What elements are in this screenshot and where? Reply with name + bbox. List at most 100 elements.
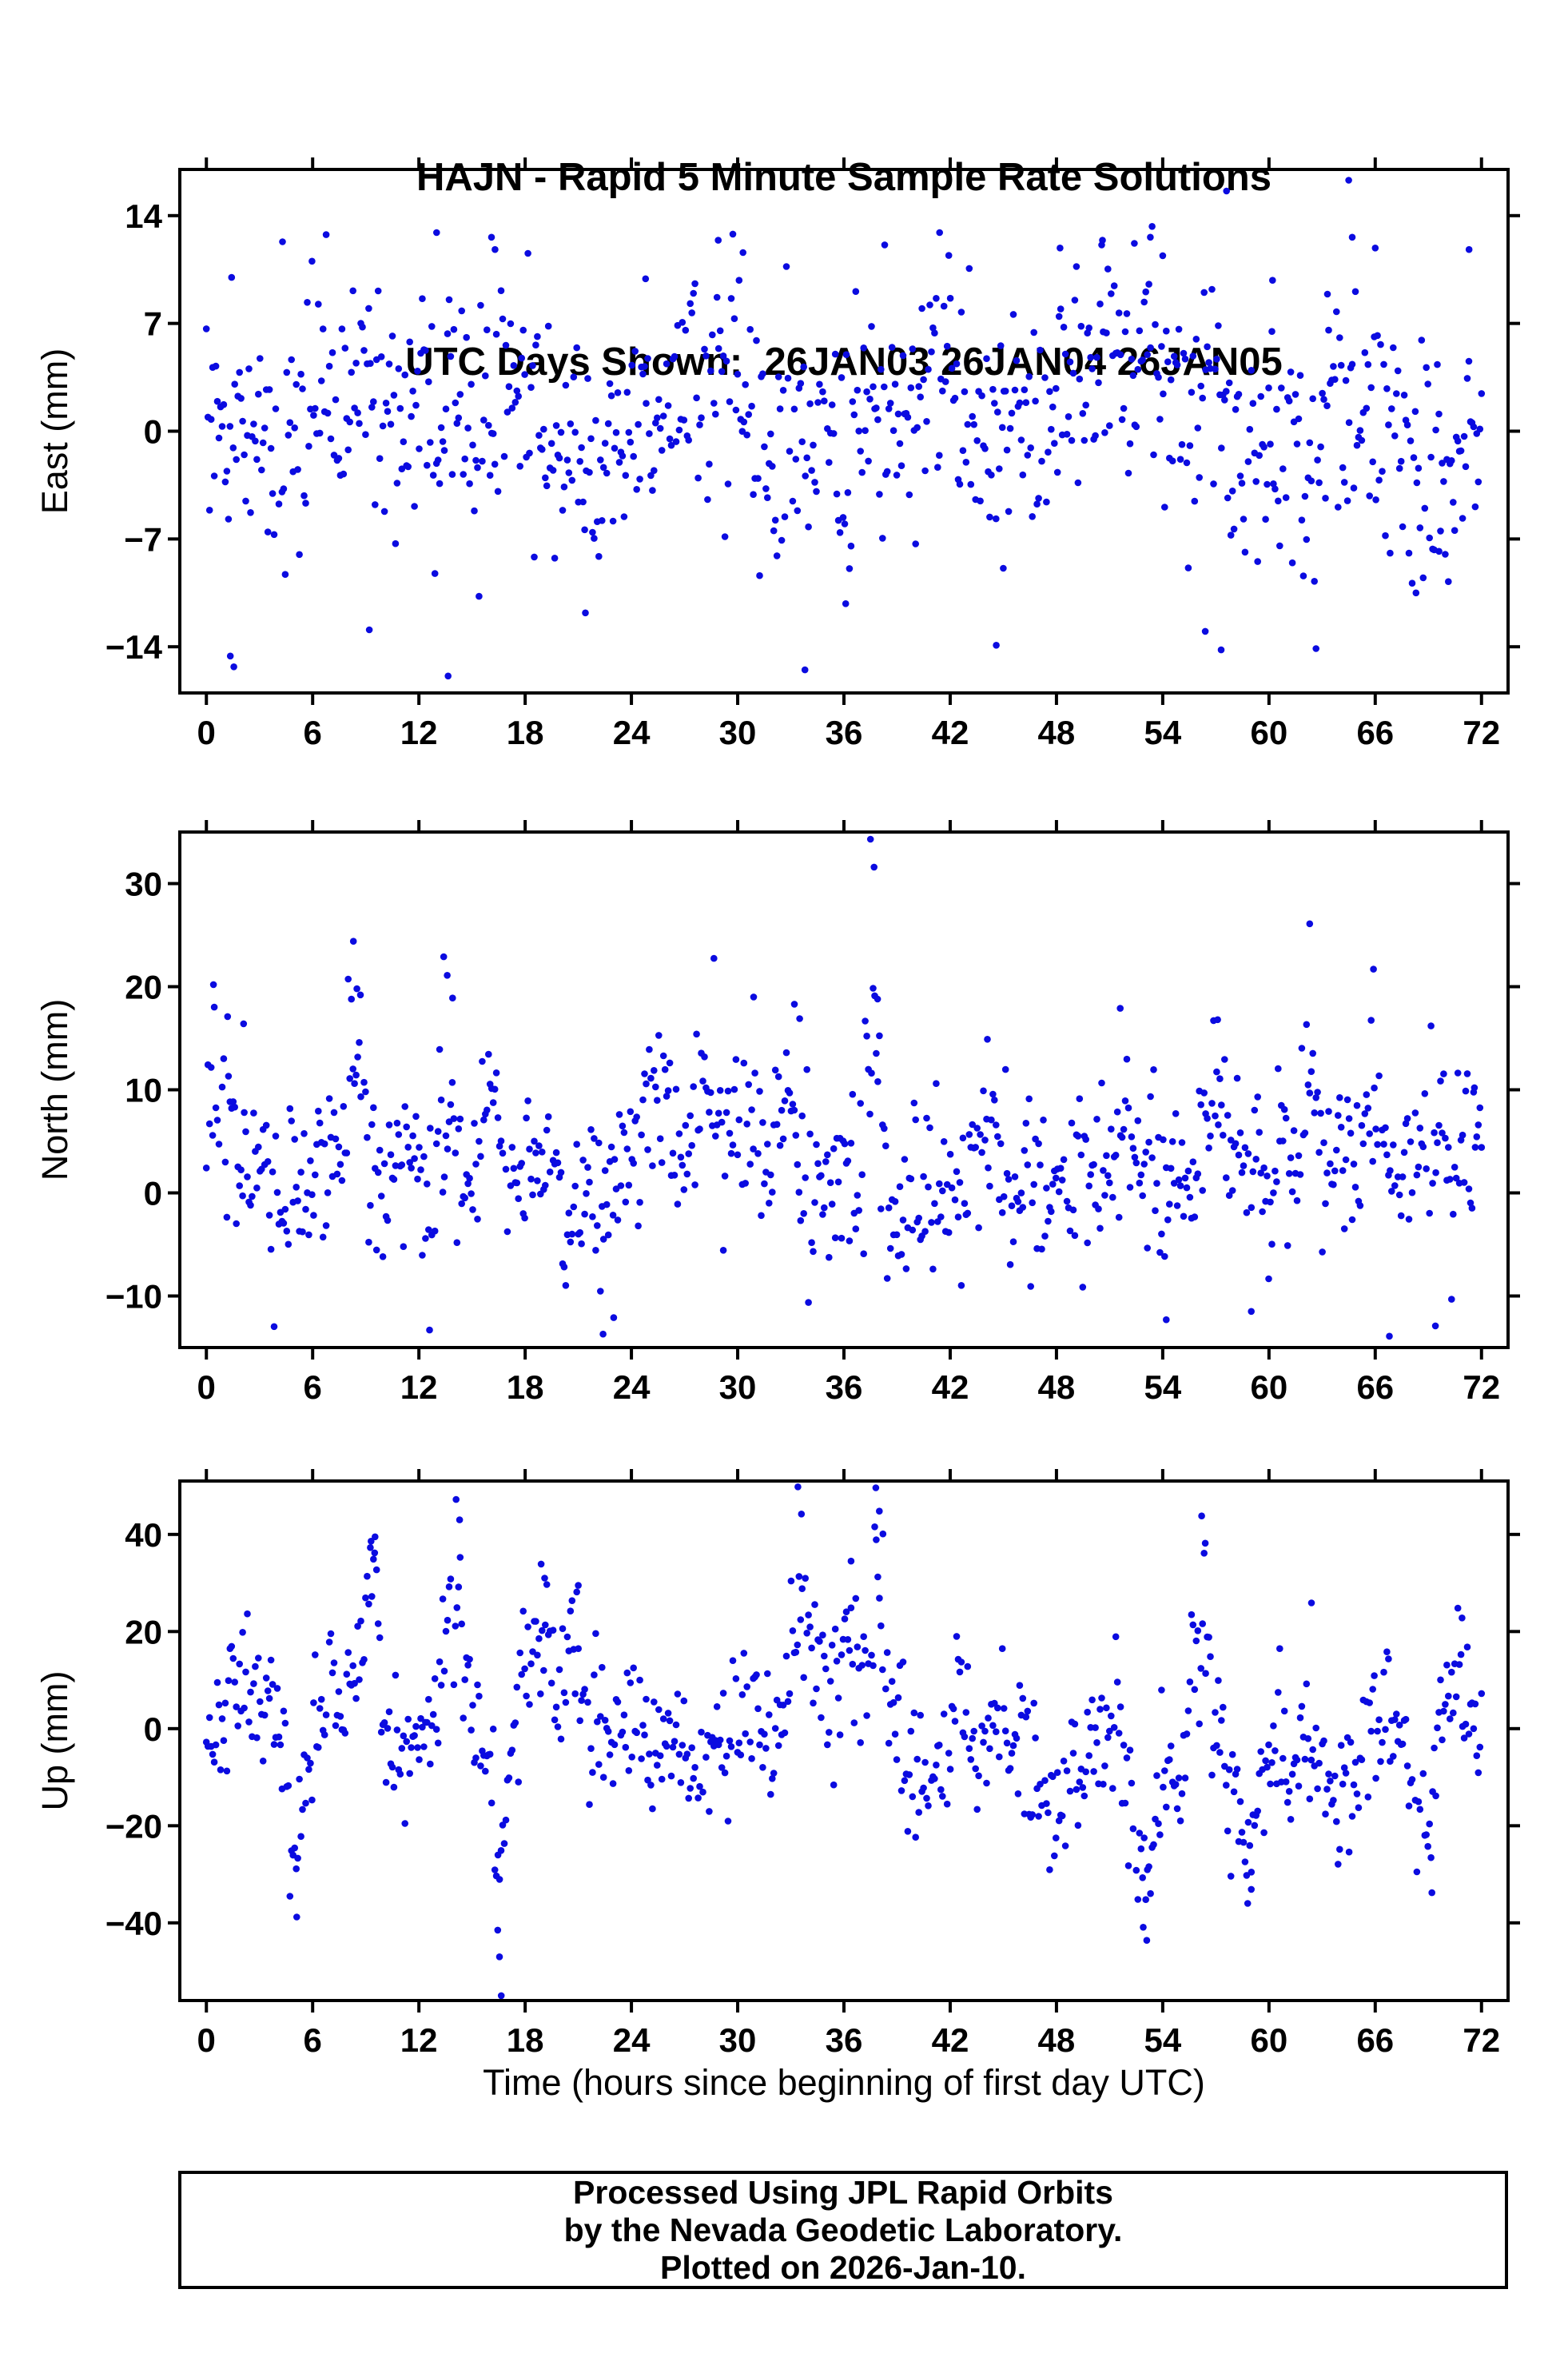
data-point xyxy=(1238,1169,1246,1176)
data-point xyxy=(1238,1829,1246,1836)
data-point xyxy=(1076,1778,1084,1786)
data-point xyxy=(228,1642,236,1650)
data-point xyxy=(474,464,481,472)
data-point xyxy=(870,383,877,391)
data-point xyxy=(1309,395,1316,403)
data-point xyxy=(786,1690,794,1698)
data-point xyxy=(1295,1782,1303,1790)
x-tick-label: 24 xyxy=(613,2021,651,2059)
footer-line2: by the Nevada Geodetic Laboratory. xyxy=(563,2211,1123,2248)
data-point xyxy=(899,1658,907,1666)
data-point xyxy=(1001,388,1009,395)
data-point xyxy=(1204,1115,1211,1122)
data-point xyxy=(436,1045,444,1053)
data-point xyxy=(1161,1767,1168,1774)
data-point xyxy=(860,1633,867,1640)
data-point xyxy=(595,552,603,560)
data-point xyxy=(1457,447,1465,455)
data-point xyxy=(239,1192,246,1200)
data-point xyxy=(1306,1795,1314,1802)
data-point xyxy=(688,1744,695,1751)
data-point xyxy=(666,1717,674,1725)
data-point xyxy=(1366,1699,1373,1706)
data-point xyxy=(1160,1783,1167,1791)
data-point xyxy=(1006,1765,1014,1772)
data-point xyxy=(957,1658,965,1666)
data-point xyxy=(1350,484,1358,492)
data-point xyxy=(1061,350,1069,358)
data-point xyxy=(1462,1087,1470,1095)
x-tick-label: 54 xyxy=(1144,1368,1182,1406)
data-point xyxy=(1371,1084,1378,1092)
data-point xyxy=(762,1745,770,1752)
data-point xyxy=(933,1762,940,1769)
data-point xyxy=(1181,355,1189,363)
data-point xyxy=(427,1125,434,1132)
data-point xyxy=(813,1685,820,1693)
data-point xyxy=(594,1718,601,1726)
data-point xyxy=(679,319,686,326)
data-point xyxy=(365,305,372,313)
data-point xyxy=(707,1089,714,1097)
data-point xyxy=(285,1782,293,1790)
data-point xyxy=(1415,1798,1423,1806)
data-point xyxy=(1279,465,1287,472)
data-point xyxy=(1348,233,1356,241)
data-point xyxy=(468,1726,475,1734)
data-point xyxy=(563,1633,571,1641)
data-point xyxy=(220,1737,228,1744)
data-point xyxy=(714,1109,722,1117)
data-point xyxy=(1150,1841,1157,1849)
data-point xyxy=(1356,1202,1364,1209)
data-point xyxy=(767,430,774,438)
data-point xyxy=(1390,1753,1397,1760)
data-point xyxy=(1063,431,1071,438)
data-point xyxy=(1048,425,1055,433)
data-point xyxy=(1228,1750,1236,1758)
data-point xyxy=(701,1053,708,1061)
data-point xyxy=(464,1180,472,1188)
data-point xyxy=(1298,1702,1306,1710)
data-point xyxy=(1474,478,1482,486)
data-point xyxy=(212,1741,220,1749)
data-point xyxy=(554,1723,562,1730)
data-point xyxy=(1150,451,1157,459)
data-point xyxy=(782,263,790,270)
data-point xyxy=(771,1725,779,1732)
data-point xyxy=(1238,480,1246,487)
data-point xyxy=(1473,1133,1481,1141)
data-point xyxy=(663,1742,671,1750)
data-point xyxy=(384,408,392,415)
data-point xyxy=(253,1734,261,1742)
y-tick-label: −14 xyxy=(105,628,163,666)
data-point xyxy=(1176,456,1184,463)
data-point xyxy=(1227,1873,1235,1880)
data-point xyxy=(1168,1138,1176,1145)
data-point xyxy=(1084,1708,1091,1716)
data-point xyxy=(411,503,418,510)
data-point xyxy=(529,1648,536,1655)
data-point xyxy=(893,1756,901,1763)
data-point xyxy=(215,1701,223,1709)
data-point xyxy=(967,1756,975,1763)
y-tick-label: 30 xyxy=(125,866,162,903)
data-point xyxy=(1041,1777,1049,1784)
data-point xyxy=(236,1182,244,1189)
data-point xyxy=(970,1727,977,1735)
data-point xyxy=(746,1161,754,1168)
data-point xyxy=(1462,463,1470,471)
data-point xyxy=(1267,1780,1274,1788)
data-point xyxy=(597,1288,604,1295)
data-point xyxy=(354,409,361,416)
data-point xyxy=(427,1760,434,1768)
data-point xyxy=(834,1694,842,1702)
data-point xyxy=(1437,528,1444,535)
data-point xyxy=(1455,1661,1463,1668)
data-point xyxy=(948,1184,956,1192)
data-point xyxy=(1383,1151,1391,1159)
data-point xyxy=(1170,1180,1178,1187)
data-point xyxy=(1144,351,1151,359)
data-point xyxy=(599,1236,607,1243)
data-point xyxy=(447,1101,455,1109)
